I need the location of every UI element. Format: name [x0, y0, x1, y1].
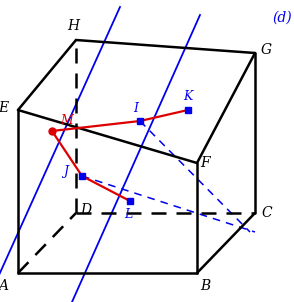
Text: H: H — [67, 19, 79, 33]
Text: K: K — [183, 90, 192, 103]
Text: D: D — [80, 203, 91, 217]
Text: J: J — [63, 165, 68, 178]
Text: G: G — [261, 43, 272, 57]
Text: M: M — [60, 114, 73, 127]
Text: C: C — [261, 206, 272, 220]
Text: I: I — [133, 102, 138, 115]
Text: A: A — [0, 279, 8, 293]
Text: F: F — [200, 156, 210, 170]
Text: L: L — [124, 208, 132, 221]
Text: B: B — [200, 279, 210, 293]
Text: (d): (d) — [272, 11, 292, 25]
Text: E: E — [0, 101, 8, 115]
